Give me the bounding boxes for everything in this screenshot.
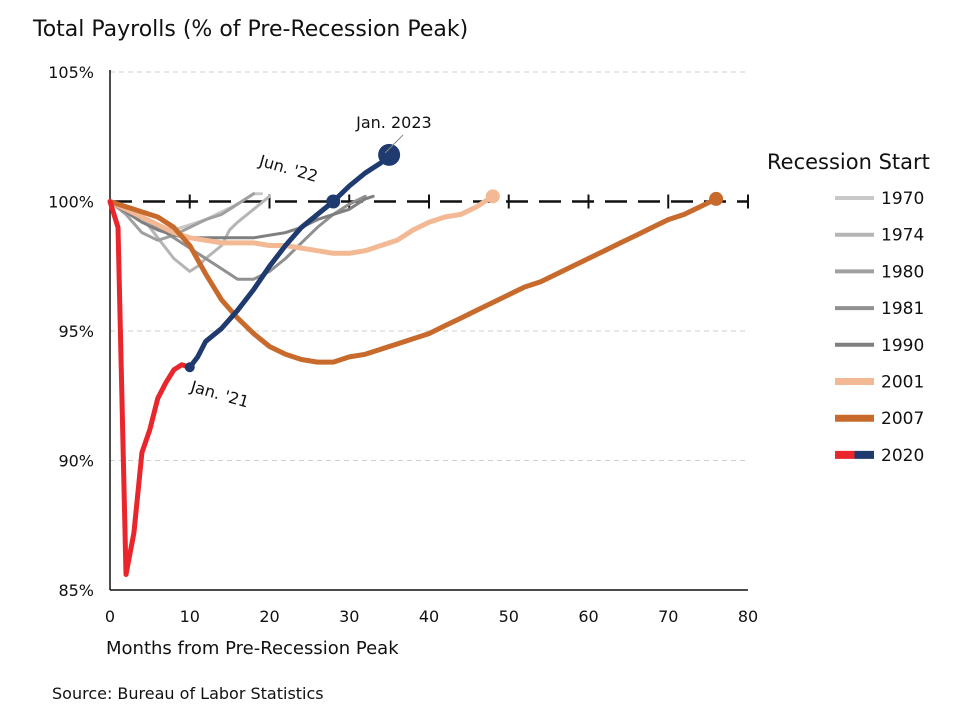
legend-title: Recession Start — [767, 150, 930, 174]
legend-label: 1974 — [881, 226, 924, 246]
series-line-2020 — [107, 199, 193, 577]
x-tick-label: 70 — [658, 607, 678, 626]
x-tick-label: 80 — [738, 607, 758, 626]
series-line-2001 — [107, 193, 496, 256]
series-line-2007 — [107, 196, 719, 365]
annotation-label: Jan. '21 — [188, 377, 251, 412]
source-note: Source: Bureau of Labor Statistics — [52, 684, 324, 703]
legend-label: 2020 — [881, 446, 924, 466]
y-tick-label: 95% — [58, 322, 94, 341]
x-tick-label: 60 — [578, 607, 598, 626]
x-tick-label: 50 — [499, 607, 519, 626]
y-tick-label: 85% — [58, 581, 94, 600]
legend-label: 1990 — [881, 336, 924, 356]
legend-label: 1981 — [881, 299, 924, 319]
chart-title: Total Payrolls (% of Pre-Recession Peak) — [33, 17, 469, 42]
legend-label: 1980 — [881, 262, 924, 282]
series-end-marker — [709, 191, 724, 206]
legend-label: 2001 — [881, 373, 924, 393]
annotation-marker — [326, 194, 341, 209]
legend-label: 2007 — [881, 409, 924, 429]
annotation-label: Jun. '22 — [256, 151, 320, 186]
x-tick-label: 30 — [339, 607, 359, 626]
x-tick-label: 40 — [419, 607, 439, 626]
y-tick-label: 100% — [48, 193, 94, 212]
series-line-1990 — [108, 194, 375, 240]
y-tick-label: 90% — [58, 452, 94, 471]
y-tick-label: 105% — [48, 63, 94, 82]
x-tick-label: 10 — [180, 607, 200, 626]
annotation-marker — [184, 362, 195, 373]
x-axis-label: Months from Pre-Recession Peak — [106, 638, 399, 659]
annotation-marker — [378, 143, 401, 166]
annotation-label: Jan. 2023 — [355, 113, 432, 132]
series-line-2020-recovery — [187, 152, 392, 370]
legend-label: 1970 — [881, 189, 924, 209]
x-tick-label: 20 — [259, 607, 279, 626]
series-line-1980 — [108, 192, 256, 242]
x-tick-label: 0 — [105, 607, 115, 626]
annotation-leader — [384, 134, 404, 154]
series-end-marker — [485, 189, 500, 204]
